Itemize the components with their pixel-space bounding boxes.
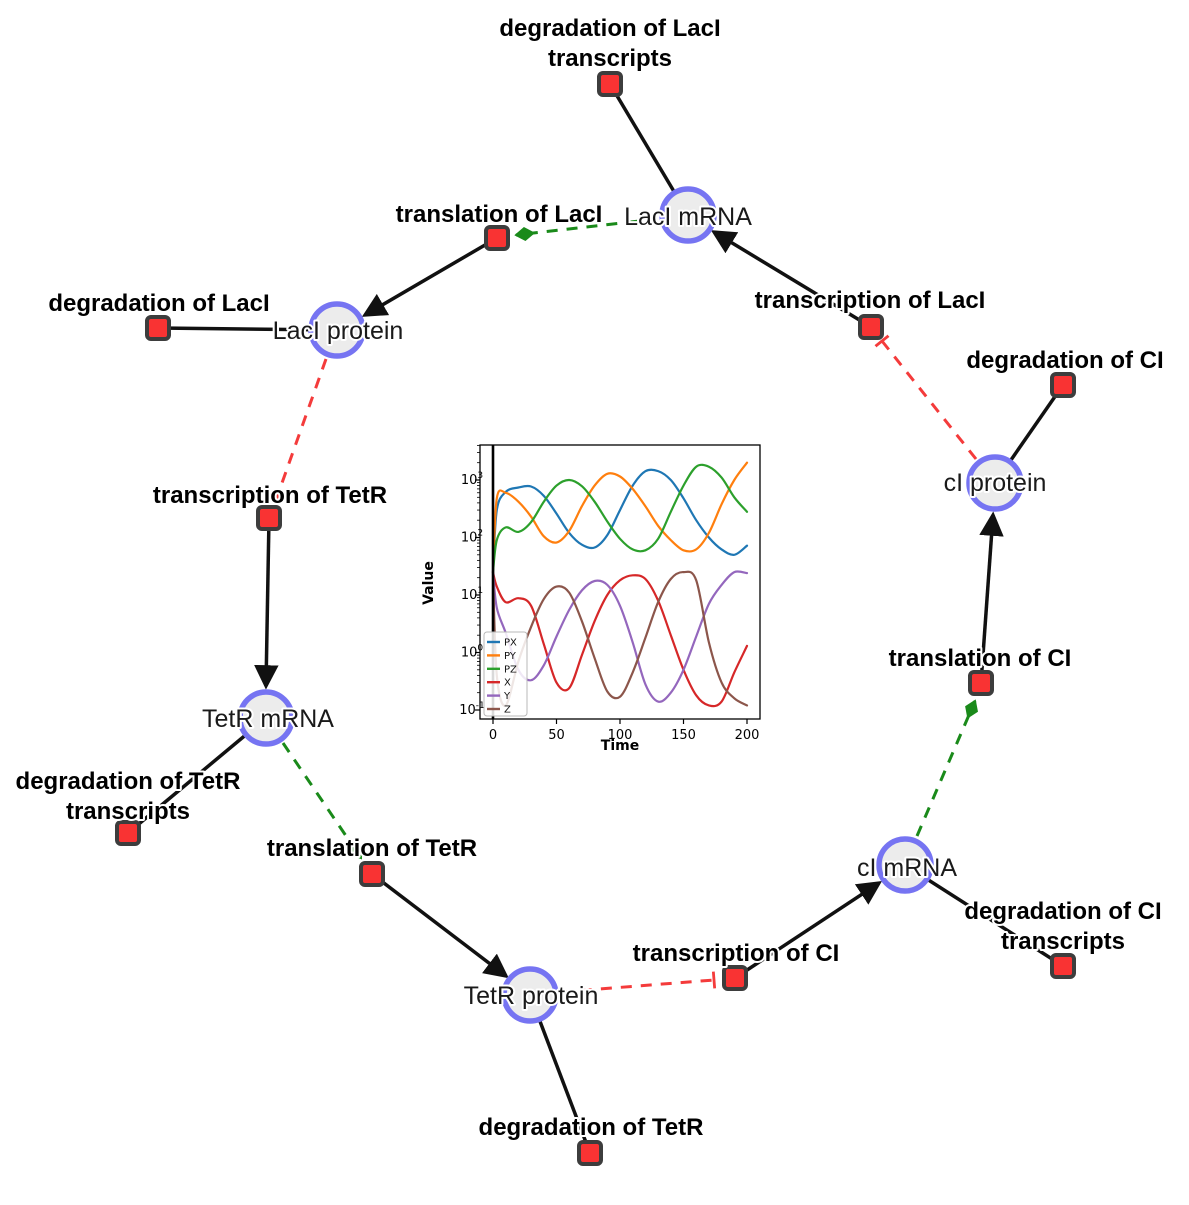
label-tetr-mrna: TetR mRNA <box>202 705 334 733</box>
chart-legend: PX PY PZ XYZ <box>483 631 528 717</box>
reaction-node-transl-tetr[interactable] <box>359 861 385 887</box>
reaction-node-tx-tetr[interactable] <box>256 505 282 531</box>
chart-legend-label-PX: PX <box>504 638 517 649</box>
chart-series-PZ <box>491 463 749 574</box>
chart-series-PY <box>491 461 749 574</box>
chart-xaxis-title: Time <box>601 738 639 754</box>
label-deg-ci-transcripts-line2: transcripts <box>1001 928 1125 955</box>
label-deg-laci-transcripts-line1: degradation of LacI <box>499 15 720 42</box>
reaction-node-transl-ci[interactable] <box>968 670 994 696</box>
chart-x-tick: 0 <box>489 728 497 743</box>
label-laci-mrna: LacI mRNA <box>624 203 752 231</box>
label-deg-tetr-transcripts-line2: transcripts <box>66 798 190 825</box>
label-tx-ci: transcription of CI <box>633 940 840 967</box>
chart-legend-label-X: X <box>504 678 511 689</box>
label-deg-tetr: degradation of TetR <box>479 1114 704 1141</box>
edge-tx-laci-to-laci-mrna <box>710 230 872 329</box>
label-deg-ci: degradation of CI <box>966 347 1163 374</box>
edge-laci-protein-to-deg-laci <box>157 326 338 332</box>
species-node-ci-mrna[interactable] <box>876 836 934 894</box>
species-node-tetr-mrna[interactable] <box>237 689 295 747</box>
label-deg-laci-transcripts-line2: transcripts <box>548 45 672 72</box>
edge-tx-ci-to-ci-mrna <box>734 880 883 980</box>
reaction-node-tx-laci[interactable] <box>858 314 884 340</box>
label-deg-ci-transcripts-line1: degradation of CI <box>964 898 1161 925</box>
chart-yaxis-title: Value <box>421 561 437 605</box>
reaction-node-transl-laci[interactable] <box>484 225 510 251</box>
chart-series-PX <box>491 468 749 574</box>
edge-ci-protein-inhibits-tx-laci <box>874 334 978 460</box>
species-node-tetr-protein[interactable] <box>501 966 559 1024</box>
edge-ci-mrna-to-deg-ci-transcripts <box>904 863 1064 968</box>
label-transl-tetr: translation of TetR <box>267 835 477 862</box>
label-deg-tetr-transcripts-line1: degradation of TetR <box>16 768 241 795</box>
chart-legend-label-Z: Z <box>504 705 511 716</box>
species-node-ci-protein[interactable] <box>966 454 1024 512</box>
reaction-node-deg-ci-transcripts[interactable] <box>1050 953 1076 979</box>
label-ci-mrna: cI mRNA <box>857 854 957 882</box>
chart-series-X <box>491 571 749 708</box>
chart-x-tick: 100 <box>608 728 633 743</box>
chart-x-tick: 150 <box>671 728 696 743</box>
reaction-node-deg-tetr-transcripts[interactable] <box>115 820 141 846</box>
edge-laci-protein-inhibits-tx-tetr <box>268 358 328 502</box>
species-node-laci-mrna[interactable] <box>659 186 717 244</box>
node-layer <box>115 71 1076 1166</box>
label-tx-laci: transcription of LacI <box>755 287 986 314</box>
edge-transl-tetr-to-tetr-protein <box>370 872 509 979</box>
label-transl-laci: translation of LacI <box>396 201 603 228</box>
label-transl-ci: translation of CI <box>889 645 1072 672</box>
edge-tetr-mrna-to-deg-tetr-transcripts <box>126 716 268 835</box>
edge-transl-laci-to-laci-protein <box>361 236 498 317</box>
reaction-node-deg-tetr[interactable] <box>577 1140 603 1166</box>
edge-tetr-mrna-modifies-transl-tetr <box>281 742 363 860</box>
label-layer: degradation of LacI transcripts translat… <box>14 13 1166 1143</box>
reaction-node-deg-laci-transcripts[interactable] <box>597 71 623 97</box>
edge-laci-mrna-modifies-transl-laci <box>514 217 658 241</box>
label-deg-laci: degradation of LacI <box>48 290 269 317</box>
reaction-node-tx-ci[interactable] <box>722 965 748 991</box>
chart-legend-label-PZ: PZ <box>504 664 517 675</box>
label-tetr-protein: TetR protein <box>464 982 599 1010</box>
edge-tetr-protein-inhibits-tx-ci <box>560 971 717 994</box>
chart-legend-label-Y: Y <box>503 691 511 702</box>
chart-x-tick: 200 <box>735 728 760 743</box>
label-ci-protein: cI protein <box>944 469 1047 497</box>
label-laci-protein: LacI protein <box>273 317 404 345</box>
chart-x-tick: 50 <box>548 728 565 743</box>
chart-legend-label-PY: PY <box>504 651 517 662</box>
edge-tx-tetr-to-tetr-mrna <box>254 517 279 690</box>
species-node-laci-protein[interactable] <box>308 301 366 359</box>
reaction-node-deg-ci[interactable] <box>1050 372 1076 398</box>
edge-ci-mrna-modifies-transl-ci <box>915 699 978 837</box>
reaction-node-deg-laci[interactable] <box>145 315 171 341</box>
edge-transl-ci-to-ci-protein <box>979 511 1004 684</box>
label-tx-tetr: transcription of TetR <box>153 482 387 509</box>
